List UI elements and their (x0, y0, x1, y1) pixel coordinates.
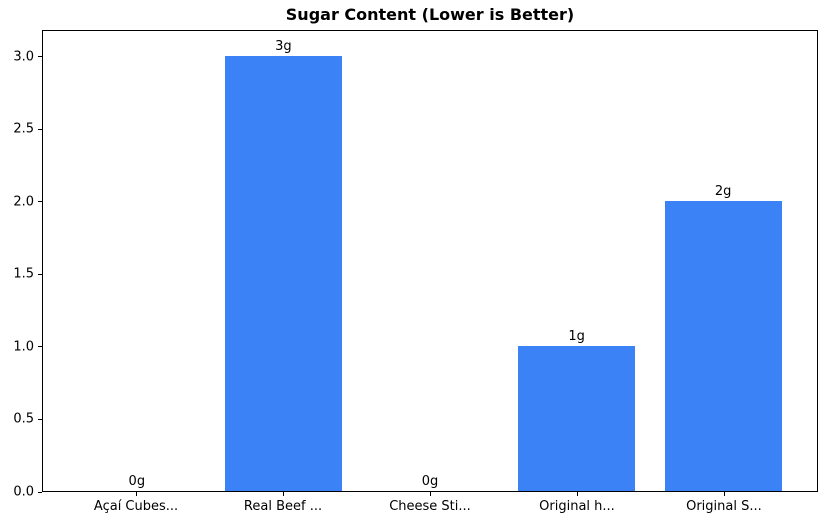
y-tick-label: 0.0 (13, 484, 34, 500)
x-tick-label: Real Beef ... (243, 499, 323, 514)
x-tick-label: Original h... (539, 499, 615, 514)
y-tick-mark (38, 56, 42, 58)
y-tick-label: 1.0 (13, 339, 34, 355)
bar-value-label: 3g (275, 38, 292, 54)
bar-value-label: 0g (128, 474, 146, 489)
y-tick-mark (38, 201, 42, 203)
x-tick-label: Original S... (686, 499, 762, 514)
x-tick-mark (576, 492, 578, 496)
y-tick-label: 1.5 (13, 266, 34, 282)
bar-value-label: 1g (568, 329, 585, 344)
bar-value-label: 2g (714, 183, 732, 199)
bar-value-label: 0g (421, 474, 439, 489)
y-tick-label: 3.0 (13, 49, 34, 65)
bar (664, 200, 782, 491)
bar (224, 55, 343, 491)
y-tick-mark (38, 418, 42, 420)
x-tick-mark (283, 492, 285, 496)
x-tick-mark (136, 492, 138, 496)
y-tick-mark (38, 128, 42, 130)
y-tick-label: 2.5 (13, 121, 34, 137)
y-tick-mark (38, 273, 42, 275)
plot-area: 0g 3g 0g 1g 2g (42, 30, 818, 492)
y-tick-mark (38, 346, 42, 348)
bar (517, 346, 636, 491)
x-tick-mark (723, 492, 725, 496)
y-tick-label: 0.5 (13, 411, 34, 427)
x-tick-label: Cheese Sti... (389, 499, 471, 514)
y-tick-label: 2.0 (13, 194, 34, 210)
chart-title: Sugar Content (Lower is Better) (285, 5, 575, 24)
x-tick-label: Açaí Cubes... (93, 499, 179, 514)
x-tick-mark (430, 492, 431, 496)
y-tick-mark (38, 491, 42, 493)
